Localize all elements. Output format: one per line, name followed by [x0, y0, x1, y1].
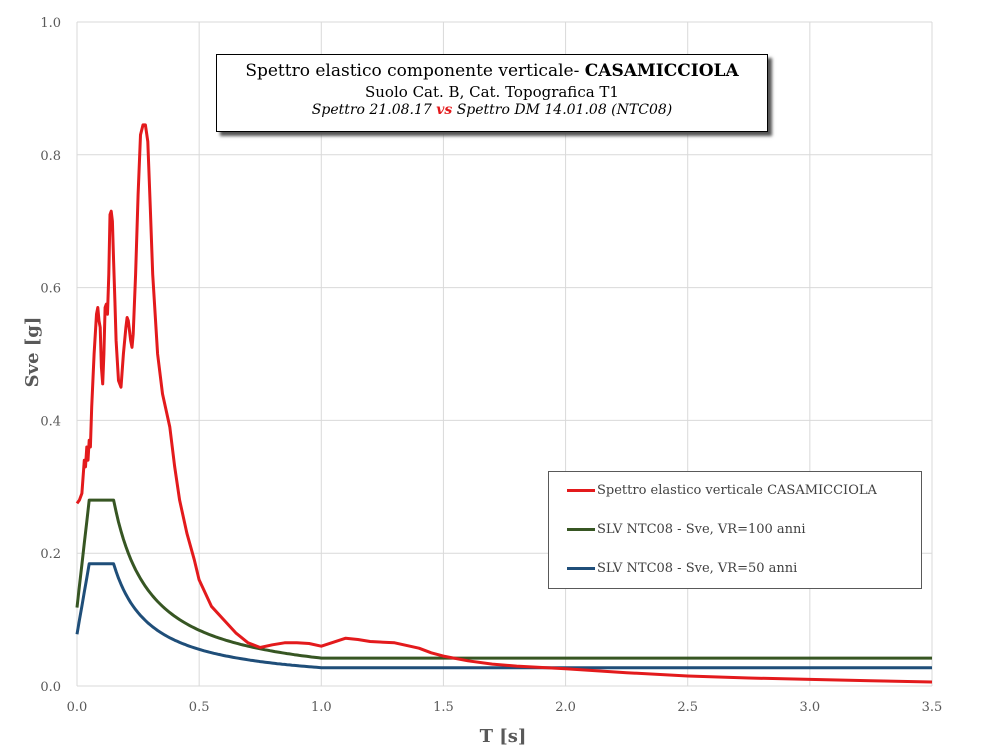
- legend: Spettro elastico verticale CASAMICCIOLA …: [548, 471, 922, 589]
- y-axis-label: Sve [g]: [22, 317, 43, 388]
- series-line-0: [75, 123, 933, 684]
- x-tick-label: 0.5: [189, 700, 210, 715]
- x-tick-label: 1.0: [311, 700, 332, 715]
- y-tick-label: 1.0: [40, 16, 61, 31]
- x-tick-label: 3.0: [800, 700, 821, 715]
- x-tick-label: 0.0: [67, 700, 88, 715]
- x-tick-label: 2.5: [677, 700, 698, 715]
- legend-swatch: [567, 488, 595, 492]
- subtitle-2-b: Spettro DM 14.01.08 (NTC08): [452, 102, 673, 118]
- chart-title: Spettro elastico componente verticale- C…: [217, 61, 767, 81]
- subtitle-2-a: Spettro 21.08.17: [311, 102, 437, 118]
- legend-item-vr50: SLV NTC08 - Sve, VR=50 anni: [567, 558, 797, 578]
- legend-label: Spettro elastico verticale CASAMICCIOLA: [597, 482, 877, 498]
- subtitle-2-vs: vs: [436, 102, 453, 118]
- legend-label: SLV NTC08 - Sve, VR=50 anni: [597, 560, 798, 576]
- x-tick-label: 2.0: [555, 700, 576, 715]
- legend-swatch: [567, 527, 595, 531]
- x-tick-label: 1.5: [433, 700, 454, 715]
- series-group: [75, 123, 933, 684]
- legend-item-vr100: SLV NTC08 - Sve, VR=100 anni: [567, 519, 806, 539]
- series-line-1: [75, 498, 932, 660]
- chart-subtitle: Suolo Cat. B, Cat. Topografica T1: [365, 83, 619, 101]
- chart-title-text: Spettro elastico componente verticale-: [245, 61, 585, 81]
- x-axis-label: T [s]: [480, 726, 527, 747]
- legend-swatch: [567, 566, 595, 570]
- chart-title-bold: CASAMICCIOLA: [584, 61, 739, 81]
- y-tick-label: 0.0: [40, 680, 61, 695]
- x-tick-label: 3.5: [922, 700, 943, 715]
- y-tick-labels: 0.0 0.2 0.4 0.6 0.8 1.0: [40, 16, 61, 695]
- y-tick-label: 0.4: [40, 414, 61, 429]
- grid: [76, 21, 933, 687]
- y-tick-label: 0.2: [40, 547, 61, 562]
- y-tick-label: 0.6: [40, 282, 61, 297]
- legend-item-casamicciola: Spettro elastico verticale CASAMICCIOLA: [567, 480, 877, 500]
- legend-label: SLV NTC08 - Sve, VR=100 anni: [597, 521, 806, 537]
- x-tick-labels: 0.0 0.5 1.0 1.5 2.0 2.5 3.0 3.5: [67, 700, 943, 715]
- chart-subtitle-2: Spettro 21.08.17 vs Spettro DM 14.01.08 …: [217, 102, 767, 118]
- chart-title-box: Spettro elastico componente verticale- C…: [216, 54, 768, 132]
- y-tick-label: 0.8: [40, 149, 61, 164]
- series-line-2: [75, 562, 932, 670]
